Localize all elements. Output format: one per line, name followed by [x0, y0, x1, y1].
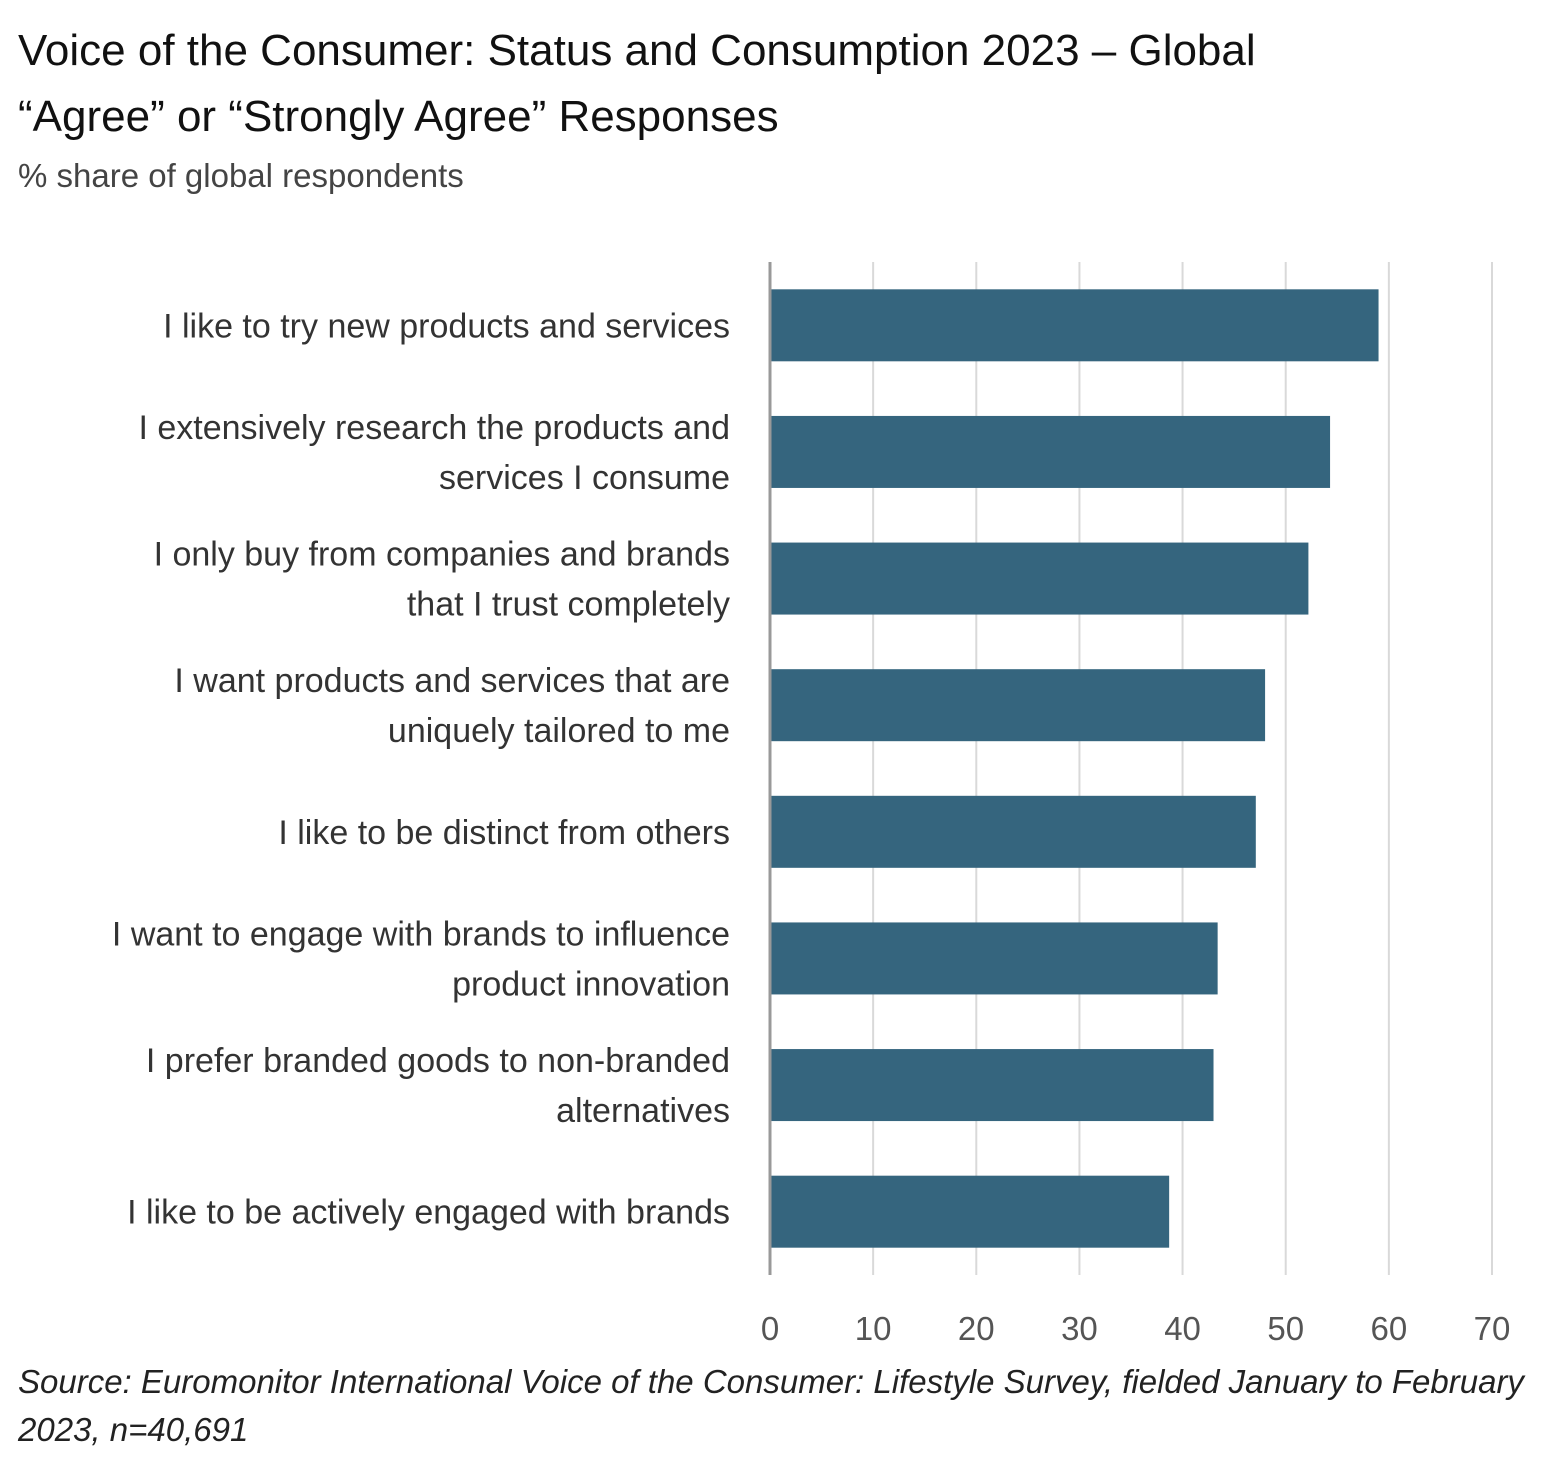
bar-chart: I like to try new products and services I…: [112, 262, 1511, 1347]
category-label: I like to be actively engaged with brand…: [127, 1194, 730, 1232]
x-tick-label: 0: [761, 1310, 779, 1347]
category-label-line: I like to try new products and services: [163, 307, 730, 345]
category-labels: I like to try new products and services I…: [112, 307, 730, 1231]
category-label-line: uniquely tailored to me: [388, 712, 730, 750]
category-label: I extensively research the products and s…: [138, 409, 730, 497]
x-tick-label: 30: [1061, 1310, 1098, 1347]
category-label-line: that I trust completely: [407, 586, 730, 624]
category-label: I want products and services that are uni…: [174, 662, 730, 750]
category-label-line: I only buy from companies and brands: [154, 536, 730, 574]
x-tick-label: 20: [958, 1310, 995, 1347]
category-label: I prefer branded goods to non-branded alt…: [146, 1042, 730, 1130]
chart-subtitle: % share of global respondents: [18, 157, 464, 194]
bar: [770, 669, 1266, 742]
bar: [770, 415, 1331, 488]
gridlines: [872, 262, 1493, 1275]
x-tick-label: 60: [1370, 1310, 1407, 1347]
x-tick-label: 10: [855, 1310, 892, 1347]
category-label-line: I prefer branded goods to non-branded: [146, 1042, 730, 1080]
x-axis-tick-labels: 0 10 20 30 40 50 60 70: [761, 1310, 1511, 1347]
category-label: I like to be distinct from others: [278, 814, 730, 852]
category-label-line: services I consume: [439, 459, 730, 497]
bar: [770, 1175, 1170, 1248]
category-label-line: product innovation: [452, 965, 730, 1003]
bar: [770, 1049, 1214, 1122]
chart-header: Voice of the Consumer: Status and Consum…: [18, 18, 1538, 198]
bars: [770, 289, 1379, 1248]
chart-title-line-2: “Agree” or “Strongly Agree” Responses: [18, 92, 779, 141]
bar: [770, 795, 1256, 868]
category-label: I like to try new products and services: [163, 307, 730, 345]
category-label-line: I extensively research the products and: [138, 409, 730, 447]
bar: [770, 289, 1379, 362]
x-tick-label: 70: [1474, 1310, 1511, 1347]
category-label-line: alternatives: [556, 1092, 730, 1130]
category-label-line: I like to be actively engaged with brand…: [127, 1194, 730, 1232]
x-tick-label: 50: [1267, 1310, 1304, 1347]
bar: [770, 922, 1218, 995]
category-label: I want to engage with brands to influenc…: [112, 915, 730, 1003]
category-label-line: I like to be distinct from others: [278, 814, 730, 852]
category-label-line: I want products and services that are: [174, 662, 730, 700]
x-tick-label: 40: [1164, 1310, 1201, 1347]
source-note: Source: Euromonitor International Voice …: [18, 1363, 1524, 1448]
category-label-line: I want to engage with brands to influenc…: [112, 915, 730, 953]
chart-title-line-1: Voice of the Consumer: Status and Consum…: [18, 26, 1256, 75]
category-label: I only buy from companies and brands that…: [154, 536, 730, 624]
bar: [770, 542, 1309, 615]
